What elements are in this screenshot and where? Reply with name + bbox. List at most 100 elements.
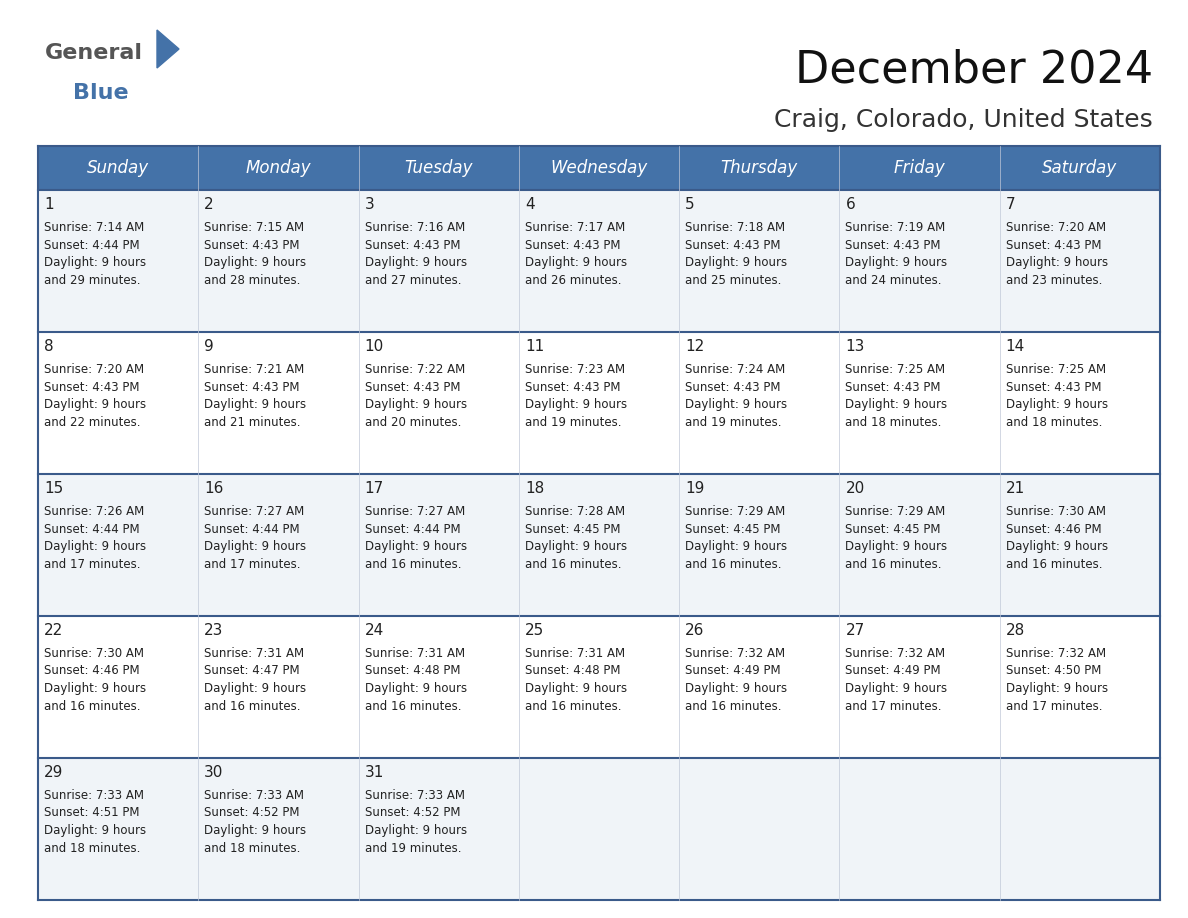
Bar bbox=[840, 474, 1000, 616]
Bar bbox=[1000, 474, 1159, 616]
Bar bbox=[519, 758, 680, 900]
Bar bbox=[1000, 332, 1159, 474]
Text: Sunrise: 7:31 AM
Sunset: 4:47 PM
Daylight: 9 hours
and 16 minutes.: Sunrise: 7:31 AM Sunset: 4:47 PM Dayligh… bbox=[204, 647, 307, 712]
Text: Sunrise: 7:22 AM
Sunset: 4:43 PM
Daylight: 9 hours
and 20 minutes.: Sunrise: 7:22 AM Sunset: 4:43 PM Dayligh… bbox=[365, 363, 467, 429]
Text: Sunrise: 7:27 AM
Sunset: 4:44 PM
Daylight: 9 hours
and 16 minutes.: Sunrise: 7:27 AM Sunset: 4:44 PM Dayligh… bbox=[365, 505, 467, 570]
Bar bbox=[359, 332, 519, 474]
Bar bbox=[359, 190, 519, 332]
Text: Craig, Colorado, United States: Craig, Colorado, United States bbox=[775, 108, 1154, 132]
Text: Sunrise: 7:31 AM
Sunset: 4:48 PM
Daylight: 9 hours
and 16 minutes.: Sunrise: 7:31 AM Sunset: 4:48 PM Dayligh… bbox=[365, 647, 467, 712]
Text: 26: 26 bbox=[685, 623, 704, 638]
Bar bbox=[519, 190, 680, 332]
Bar bbox=[359, 758, 519, 900]
Text: Thursday: Thursday bbox=[721, 159, 798, 177]
Text: 31: 31 bbox=[365, 765, 384, 780]
Text: 8: 8 bbox=[44, 339, 53, 354]
Bar bbox=[198, 758, 359, 900]
Bar bbox=[198, 146, 359, 190]
Bar bbox=[359, 616, 519, 758]
Bar bbox=[680, 616, 840, 758]
Polygon shape bbox=[157, 30, 179, 68]
Text: Sunrise: 7:23 AM
Sunset: 4:43 PM
Daylight: 9 hours
and 19 minutes.: Sunrise: 7:23 AM Sunset: 4:43 PM Dayligh… bbox=[525, 363, 627, 429]
Text: 17: 17 bbox=[365, 481, 384, 496]
Bar bbox=[840, 146, 1000, 190]
Bar bbox=[38, 332, 198, 474]
Bar bbox=[680, 474, 840, 616]
Text: Sunrise: 7:30 AM
Sunset: 4:46 PM
Daylight: 9 hours
and 16 minutes.: Sunrise: 7:30 AM Sunset: 4:46 PM Dayligh… bbox=[1006, 505, 1108, 570]
Text: 9: 9 bbox=[204, 339, 214, 354]
Bar bbox=[38, 146, 198, 190]
Text: Sunrise: 7:21 AM
Sunset: 4:43 PM
Daylight: 9 hours
and 21 minutes.: Sunrise: 7:21 AM Sunset: 4:43 PM Dayligh… bbox=[204, 363, 307, 429]
Text: Wednesday: Wednesday bbox=[550, 159, 647, 177]
Bar bbox=[1000, 616, 1159, 758]
Bar bbox=[38, 474, 198, 616]
Bar bbox=[38, 758, 198, 900]
Text: Sunrise: 7:25 AM
Sunset: 4:43 PM
Daylight: 9 hours
and 18 minutes.: Sunrise: 7:25 AM Sunset: 4:43 PM Dayligh… bbox=[1006, 363, 1108, 429]
Text: 2: 2 bbox=[204, 197, 214, 212]
Text: Sunrise: 7:30 AM
Sunset: 4:46 PM
Daylight: 9 hours
and 16 minutes.: Sunrise: 7:30 AM Sunset: 4:46 PM Dayligh… bbox=[44, 647, 146, 712]
Text: Sunrise: 7:31 AM
Sunset: 4:48 PM
Daylight: 9 hours
and 16 minutes.: Sunrise: 7:31 AM Sunset: 4:48 PM Dayligh… bbox=[525, 647, 627, 712]
Bar bbox=[840, 758, 1000, 900]
Text: Sunrise: 7:20 AM
Sunset: 4:43 PM
Daylight: 9 hours
and 22 minutes.: Sunrise: 7:20 AM Sunset: 4:43 PM Dayligh… bbox=[44, 363, 146, 429]
Text: 18: 18 bbox=[525, 481, 544, 496]
Bar bbox=[359, 146, 519, 190]
Text: Sunrise: 7:19 AM
Sunset: 4:43 PM
Daylight: 9 hours
and 24 minutes.: Sunrise: 7:19 AM Sunset: 4:43 PM Dayligh… bbox=[846, 221, 948, 286]
Text: Sunday: Sunday bbox=[87, 159, 150, 177]
Bar bbox=[1000, 146, 1159, 190]
Bar bbox=[38, 190, 198, 332]
Text: Sunrise: 7:32 AM
Sunset: 4:49 PM
Daylight: 9 hours
and 16 minutes.: Sunrise: 7:32 AM Sunset: 4:49 PM Dayligh… bbox=[685, 647, 788, 712]
Text: 22: 22 bbox=[44, 623, 63, 638]
Text: 6: 6 bbox=[846, 197, 855, 212]
Text: Sunrise: 7:14 AM
Sunset: 4:44 PM
Daylight: 9 hours
and 29 minutes.: Sunrise: 7:14 AM Sunset: 4:44 PM Dayligh… bbox=[44, 221, 146, 286]
Text: 7: 7 bbox=[1006, 197, 1016, 212]
Text: 23: 23 bbox=[204, 623, 223, 638]
Text: Sunrise: 7:24 AM
Sunset: 4:43 PM
Daylight: 9 hours
and 19 minutes.: Sunrise: 7:24 AM Sunset: 4:43 PM Dayligh… bbox=[685, 363, 788, 429]
Text: 3: 3 bbox=[365, 197, 374, 212]
Text: Sunrise: 7:18 AM
Sunset: 4:43 PM
Daylight: 9 hours
and 25 minutes.: Sunrise: 7:18 AM Sunset: 4:43 PM Dayligh… bbox=[685, 221, 788, 286]
Text: Sunrise: 7:29 AM
Sunset: 4:45 PM
Daylight: 9 hours
and 16 minutes.: Sunrise: 7:29 AM Sunset: 4:45 PM Dayligh… bbox=[846, 505, 948, 570]
Text: Sunrise: 7:33 AM
Sunset: 4:51 PM
Daylight: 9 hours
and 18 minutes.: Sunrise: 7:33 AM Sunset: 4:51 PM Dayligh… bbox=[44, 789, 146, 855]
Text: 5: 5 bbox=[685, 197, 695, 212]
Bar bbox=[198, 474, 359, 616]
Text: Sunrise: 7:27 AM
Sunset: 4:44 PM
Daylight: 9 hours
and 17 minutes.: Sunrise: 7:27 AM Sunset: 4:44 PM Dayligh… bbox=[204, 505, 307, 570]
Bar bbox=[680, 146, 840, 190]
Bar bbox=[1000, 190, 1159, 332]
Bar bbox=[680, 332, 840, 474]
Text: Monday: Monday bbox=[246, 159, 311, 177]
Text: Sunrise: 7:29 AM
Sunset: 4:45 PM
Daylight: 9 hours
and 16 minutes.: Sunrise: 7:29 AM Sunset: 4:45 PM Dayligh… bbox=[685, 505, 788, 570]
Text: Sunrise: 7:16 AM
Sunset: 4:43 PM
Daylight: 9 hours
and 27 minutes.: Sunrise: 7:16 AM Sunset: 4:43 PM Dayligh… bbox=[365, 221, 467, 286]
Text: Sunrise: 7:32 AM
Sunset: 4:50 PM
Daylight: 9 hours
and 17 minutes.: Sunrise: 7:32 AM Sunset: 4:50 PM Dayligh… bbox=[1006, 647, 1108, 712]
Text: 12: 12 bbox=[685, 339, 704, 354]
Bar bbox=[680, 190, 840, 332]
Text: Sunrise: 7:28 AM
Sunset: 4:45 PM
Daylight: 9 hours
and 16 minutes.: Sunrise: 7:28 AM Sunset: 4:45 PM Dayligh… bbox=[525, 505, 627, 570]
Text: Sunrise: 7:20 AM
Sunset: 4:43 PM
Daylight: 9 hours
and 23 minutes.: Sunrise: 7:20 AM Sunset: 4:43 PM Dayligh… bbox=[1006, 221, 1108, 286]
Text: Saturday: Saturday bbox=[1042, 159, 1118, 177]
Text: 24: 24 bbox=[365, 623, 384, 638]
Text: 1: 1 bbox=[44, 197, 53, 212]
Text: Sunrise: 7:25 AM
Sunset: 4:43 PM
Daylight: 9 hours
and 18 minutes.: Sunrise: 7:25 AM Sunset: 4:43 PM Dayligh… bbox=[846, 363, 948, 429]
Text: Sunrise: 7:17 AM
Sunset: 4:43 PM
Daylight: 9 hours
and 26 minutes.: Sunrise: 7:17 AM Sunset: 4:43 PM Dayligh… bbox=[525, 221, 627, 286]
Text: Blue: Blue bbox=[72, 83, 128, 103]
Text: Sunrise: 7:33 AM
Sunset: 4:52 PM
Daylight: 9 hours
and 18 minutes.: Sunrise: 7:33 AM Sunset: 4:52 PM Dayligh… bbox=[204, 789, 307, 855]
Text: Sunrise: 7:33 AM
Sunset: 4:52 PM
Daylight: 9 hours
and 19 minutes.: Sunrise: 7:33 AM Sunset: 4:52 PM Dayligh… bbox=[365, 789, 467, 855]
Text: 27: 27 bbox=[846, 623, 865, 638]
Bar bbox=[680, 758, 840, 900]
Bar bbox=[840, 616, 1000, 758]
Bar bbox=[1000, 758, 1159, 900]
Text: Sunrise: 7:15 AM
Sunset: 4:43 PM
Daylight: 9 hours
and 28 minutes.: Sunrise: 7:15 AM Sunset: 4:43 PM Dayligh… bbox=[204, 221, 307, 286]
Text: 21: 21 bbox=[1006, 481, 1025, 496]
Text: General: General bbox=[45, 43, 143, 63]
Bar bbox=[198, 190, 359, 332]
Text: 10: 10 bbox=[365, 339, 384, 354]
Text: 19: 19 bbox=[685, 481, 704, 496]
Bar bbox=[519, 616, 680, 758]
Text: Sunrise: 7:32 AM
Sunset: 4:49 PM
Daylight: 9 hours
and 17 minutes.: Sunrise: 7:32 AM Sunset: 4:49 PM Dayligh… bbox=[846, 647, 948, 712]
Text: 14: 14 bbox=[1006, 339, 1025, 354]
Text: 13: 13 bbox=[846, 339, 865, 354]
Text: Friday: Friday bbox=[893, 159, 946, 177]
Bar bbox=[840, 190, 1000, 332]
Text: 25: 25 bbox=[525, 623, 544, 638]
Bar bbox=[519, 332, 680, 474]
Bar bbox=[519, 146, 680, 190]
Text: 20: 20 bbox=[846, 481, 865, 496]
